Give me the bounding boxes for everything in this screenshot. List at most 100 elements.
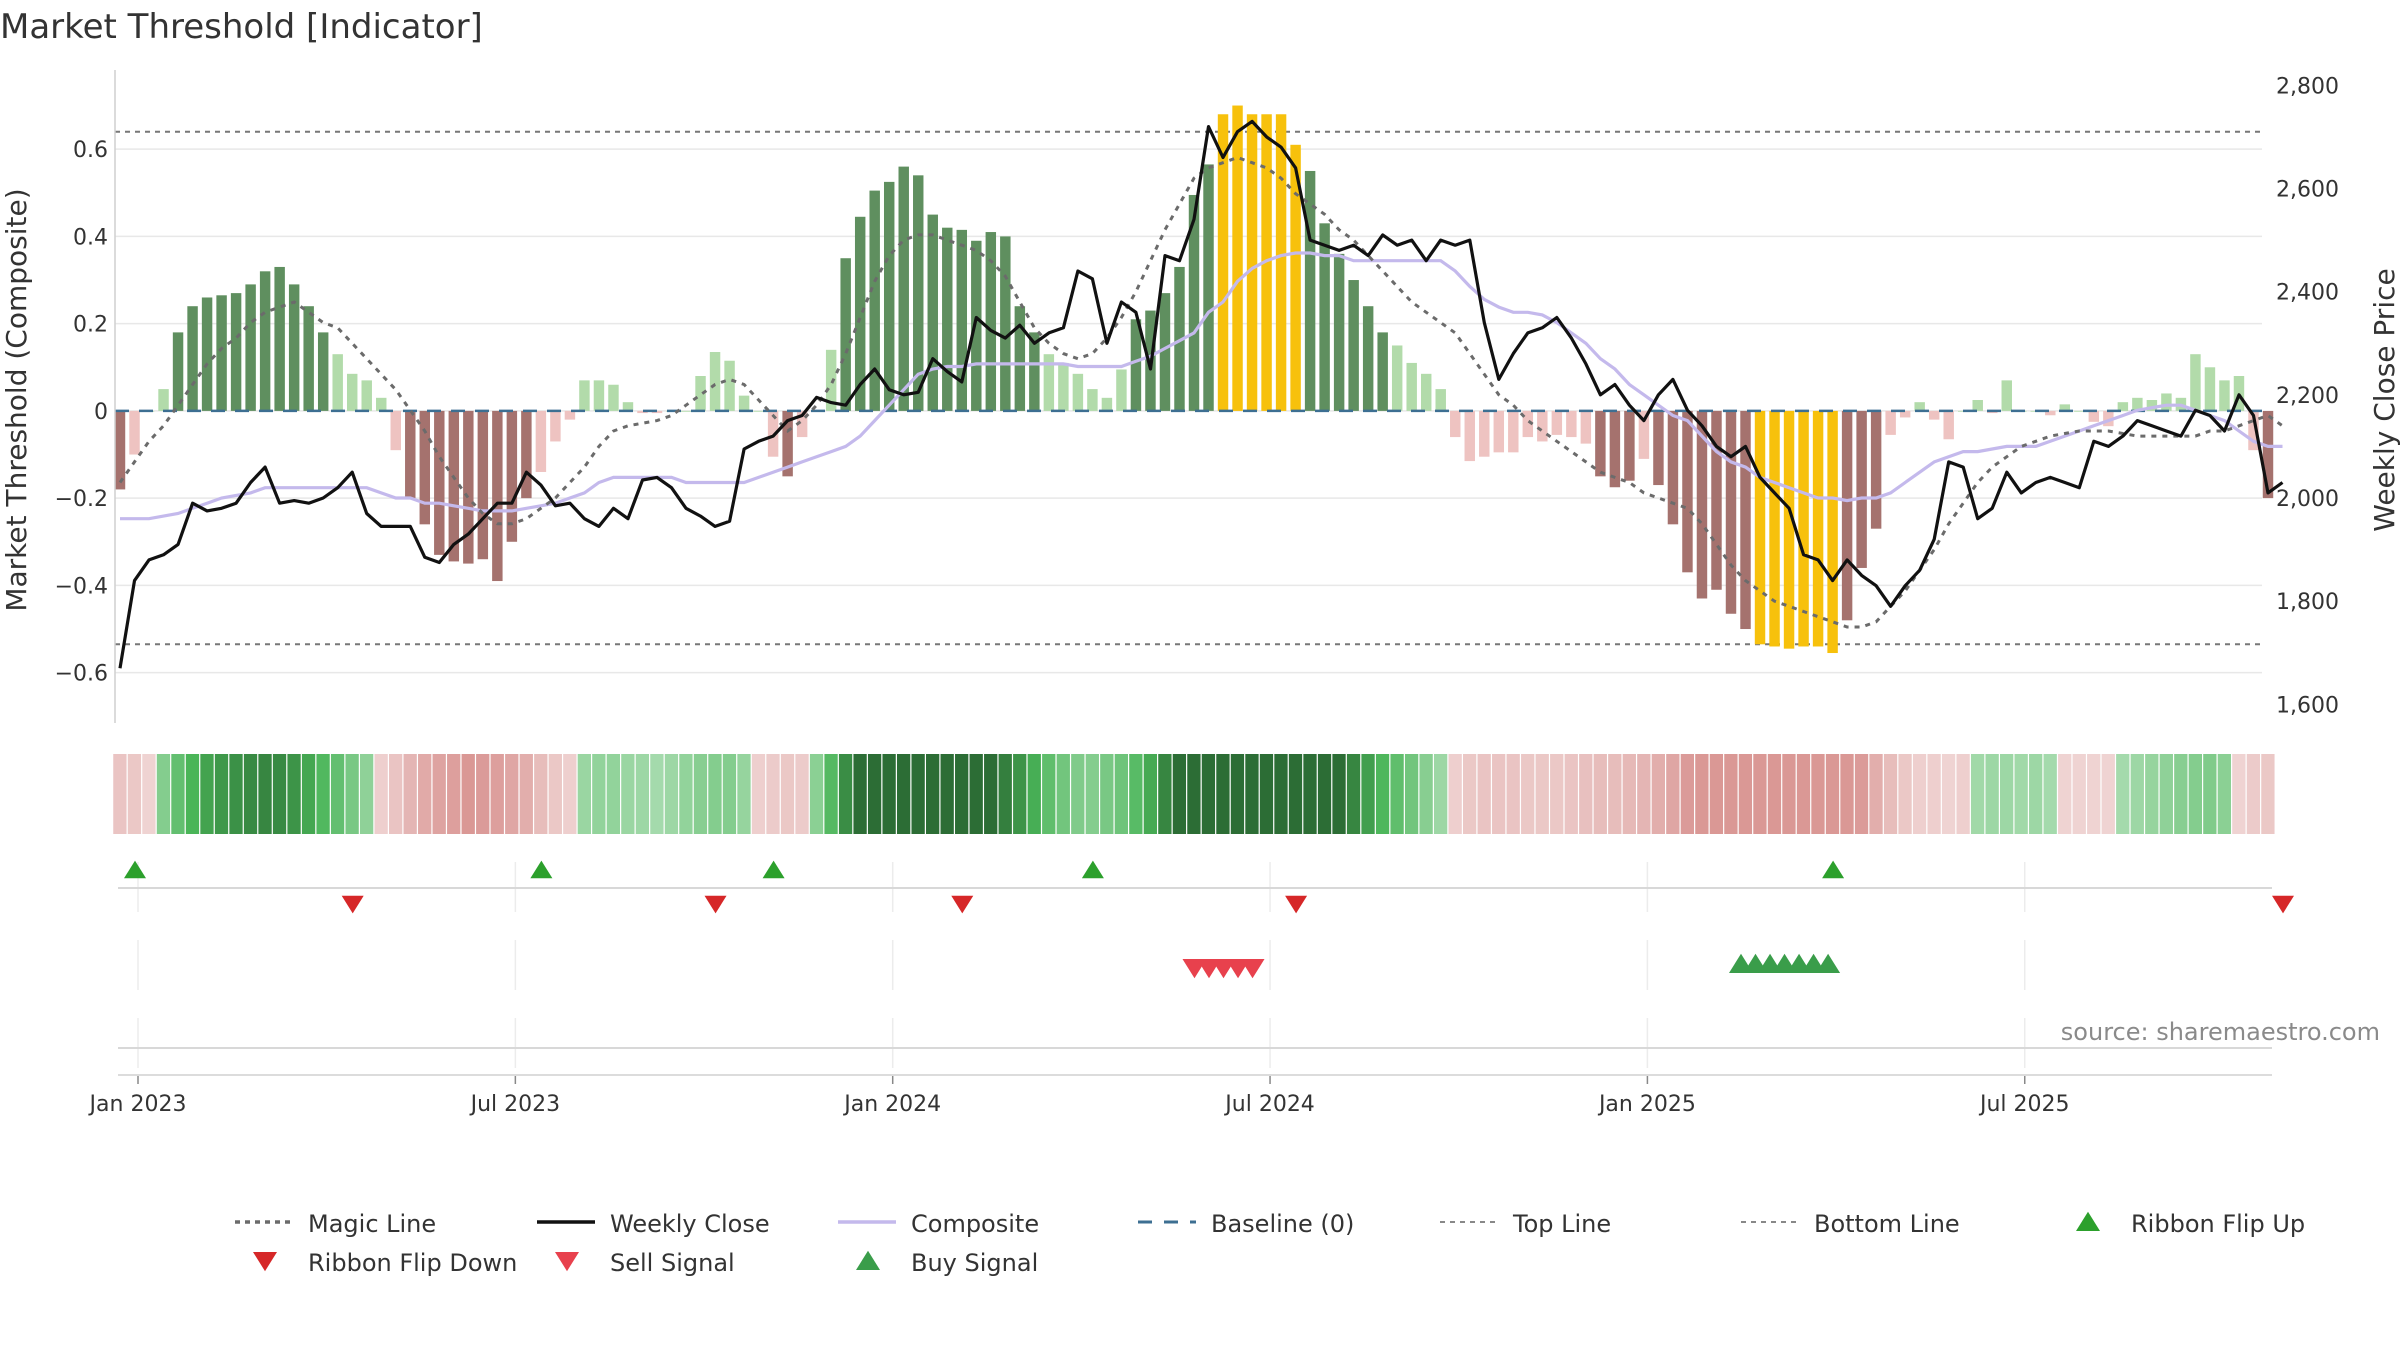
composite-bar — [1217, 114, 1229, 411]
ribbon-cell — [1869, 754, 1883, 834]
legend-label: Ribbon Flip Up — [2131, 1210, 2305, 1238]
ribbon-cell — [1172, 754, 1187, 834]
ribbon-cell — [1506, 754, 1520, 834]
ribbon-cell — [548, 754, 562, 834]
composite-bar — [1319, 223, 1330, 411]
legend-label: Baseline (0) — [1211, 1210, 1354, 1238]
ribbon-cell — [1724, 754, 1738, 834]
composite-bar — [2161, 393, 2172, 411]
ribbon-cell — [809, 754, 824, 834]
ribbon-cell — [2014, 754, 2028, 834]
composite-bar — [1870, 410, 1882, 529]
composite-bar — [1711, 410, 1722, 590]
ribbon-cell — [316, 754, 330, 834]
ribbon-cell — [1521, 754, 1535, 834]
ribbon-cell — [1201, 754, 1216, 834]
y-left-tick-label: 0.4 — [73, 225, 108, 250]
ribbon-cell — [2188, 754, 2202, 834]
legend-label: Bottom Line — [1814, 1210, 1960, 1238]
composite-bar — [390, 410, 401, 451]
composite-bar — [913, 175, 924, 411]
composite-bar — [1827, 410, 1838, 654]
legend-item: Buy Signal — [856, 1249, 1038, 1277]
ribbon-cell — [476, 754, 490, 834]
ribbon-flip-down-marker — [2272, 895, 2294, 914]
ribbon-cell — [780, 754, 795, 834]
legend-label: Magic Line — [308, 1210, 436, 1238]
ribbon-cell — [113, 754, 127, 834]
ribbon-cell — [1622, 754, 1636, 834]
ribbon-cell — [1927, 754, 1941, 834]
composite-bar — [492, 410, 503, 582]
composite-bar — [1261, 114, 1272, 411]
ribbon-flip-up-marker — [762, 860, 785, 879]
composite-bar — [724, 360, 735, 411]
y-left-tick-label: 0.6 — [73, 138, 108, 163]
composite-bar — [956, 229, 968, 411]
ribbon-cell — [766, 754, 780, 834]
ribbon-cell — [1492, 754, 1506, 834]
composite-bar — [622, 402, 634, 411]
composite-bar — [2103, 410, 2114, 427]
composite-bar — [1595, 410, 1606, 477]
ribbon-cell — [998, 754, 1012, 834]
ribbon-cell — [1216, 754, 1230, 834]
ribbon-cell — [229, 754, 243, 834]
composite-bar — [1899, 410, 1911, 418]
composite-bar — [187, 306, 198, 411]
ribbon-cell — [1404, 754, 1419, 834]
ribbon-flip-down-marker — [951, 895, 974, 914]
composite-bar — [680, 410, 692, 412]
y-right-tick-label: 2,800 — [2276, 74, 2339, 99]
composite-bar — [1972, 400, 1983, 411]
ribbon-cell — [1985, 754, 1999, 834]
composite-bar — [971, 240, 982, 411]
composite-bar — [1420, 373, 1432, 411]
ribbon-flip-up-marker — [124, 860, 146, 879]
ribbon-cell — [1245, 754, 1259, 834]
ribbon-cell — [1941, 754, 1956, 834]
ribbon-cell — [2058, 754, 2072, 834]
series-lines — [118, 119, 2284, 669]
composite-bar — [1754, 410, 1766, 645]
composite-bar — [1740, 410, 1751, 630]
ribbon-cell — [2145, 754, 2159, 834]
composite-bar — [419, 410, 431, 525]
ribbon-cell — [1288, 754, 1303, 834]
ribbon-cell — [1593, 754, 1607, 834]
ribbon-cell — [1463, 754, 1477, 834]
composite-bar — [1682, 410, 1693, 573]
ribbon-cell — [1564, 754, 1578, 834]
y-right-tick-label: 2,000 — [2276, 487, 2339, 512]
composite-bar — [1522, 410, 1534, 438]
ribbon-cell — [1259, 754, 1274, 834]
ribbon-cell — [737, 754, 751, 834]
ribbon-cell — [984, 754, 998, 834]
ribbon-cell — [2000, 754, 2014, 834]
composite-bar — [1450, 410, 1461, 438]
composite-bar — [2059, 404, 2071, 411]
ribbon-cell — [1680, 754, 1695, 834]
ribbon-cell — [1100, 754, 1114, 834]
composite-bar — [216, 295, 227, 411]
composite-bar — [869, 190, 880, 411]
composite-bar — [1058, 362, 1069, 411]
axes: −0.6 −0.4 −0.2 0 0.2 0.4 0.6 1,600 1,800 2,000 2,2… — [55, 70, 2339, 723]
composite-bar — [782, 410, 793, 477]
composite-bar — [274, 266, 285, 411]
ribbon-cell — [1550, 754, 1564, 834]
ribbon-cell — [650, 754, 664, 834]
ribbon-cell — [838, 754, 853, 834]
ribbon-cell — [1085, 754, 1099, 834]
legend: Magic Line Weekly Close Composite Baseline … — [235, 1210, 2305, 1277]
composite-bar — [825, 349, 837, 411]
composite-bar — [1029, 332, 1040, 411]
composite-bar — [1391, 345, 1403, 411]
composite-bar — [230, 293, 242, 411]
ribbon-cell — [2174, 754, 2188, 834]
ribbon-cell — [200, 754, 214, 834]
composite-bars — [114, 105, 2274, 654]
ribbon-cell — [1854, 754, 1869, 834]
ribbon-cell — [214, 754, 229, 834]
ribbon-flip-up-marker — [1822, 860, 1845, 879]
